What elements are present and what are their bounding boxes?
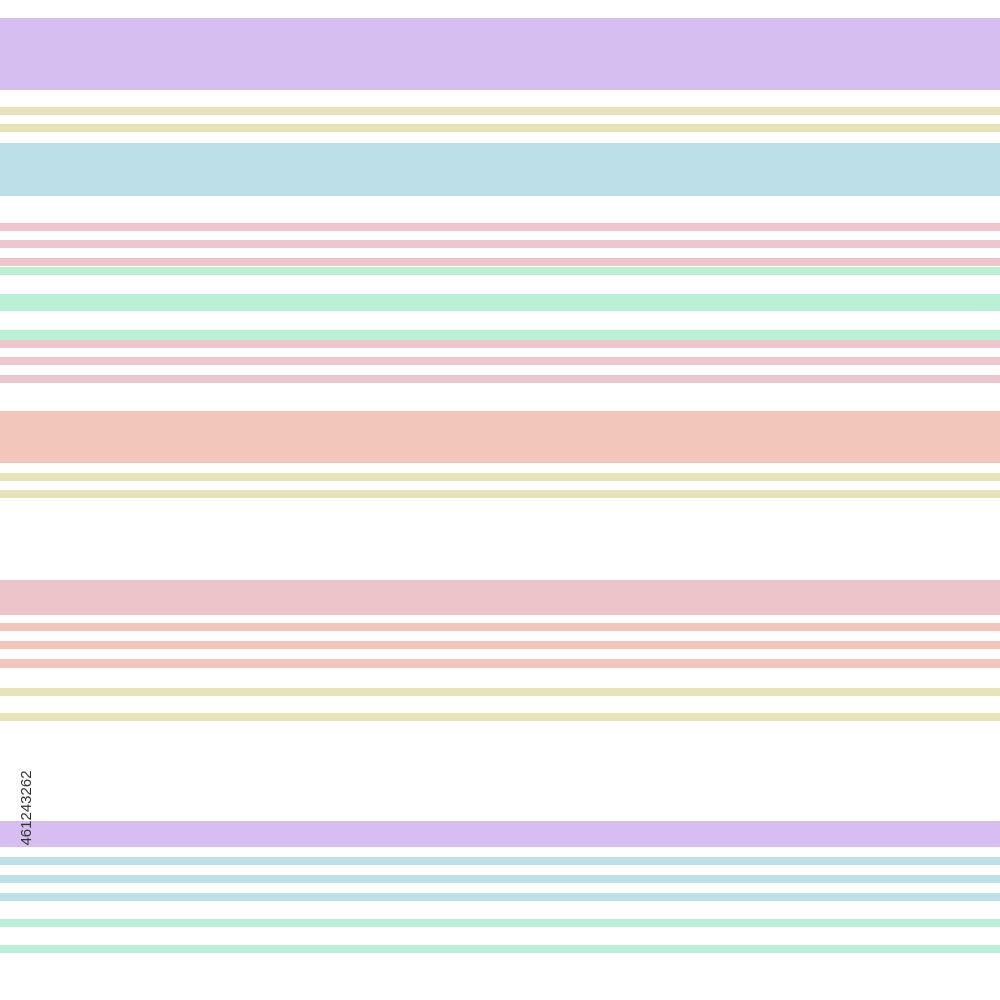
stripe xyxy=(0,893,1000,901)
stripe xyxy=(0,340,1000,348)
stripe xyxy=(0,223,1000,231)
stripe xyxy=(0,143,1000,196)
stripe xyxy=(0,294,1000,311)
stock-id: 461243262 xyxy=(18,770,35,845)
stripe xyxy=(0,18,1000,90)
stripe xyxy=(0,240,1000,248)
stripe xyxy=(0,857,1000,865)
stripe xyxy=(0,357,1000,365)
stripe xyxy=(0,821,1000,847)
stripe xyxy=(0,919,1000,927)
stripe xyxy=(0,490,1000,498)
stripe xyxy=(0,945,1000,953)
stripe xyxy=(0,688,1000,696)
stripe xyxy=(0,659,1000,668)
stripe xyxy=(0,713,1000,721)
stripe xyxy=(0,124,1000,132)
stripes xyxy=(0,18,1000,953)
stripe xyxy=(0,375,1000,383)
stripe xyxy=(0,267,1000,275)
stripe xyxy=(0,580,1000,615)
stripe xyxy=(0,411,1000,463)
stripe xyxy=(0,330,1000,340)
stripe xyxy=(0,641,1000,649)
stripe xyxy=(0,107,1000,115)
stripe xyxy=(0,258,1000,266)
stripe xyxy=(0,623,1000,631)
stripe xyxy=(0,473,1000,481)
stripe xyxy=(0,875,1000,883)
